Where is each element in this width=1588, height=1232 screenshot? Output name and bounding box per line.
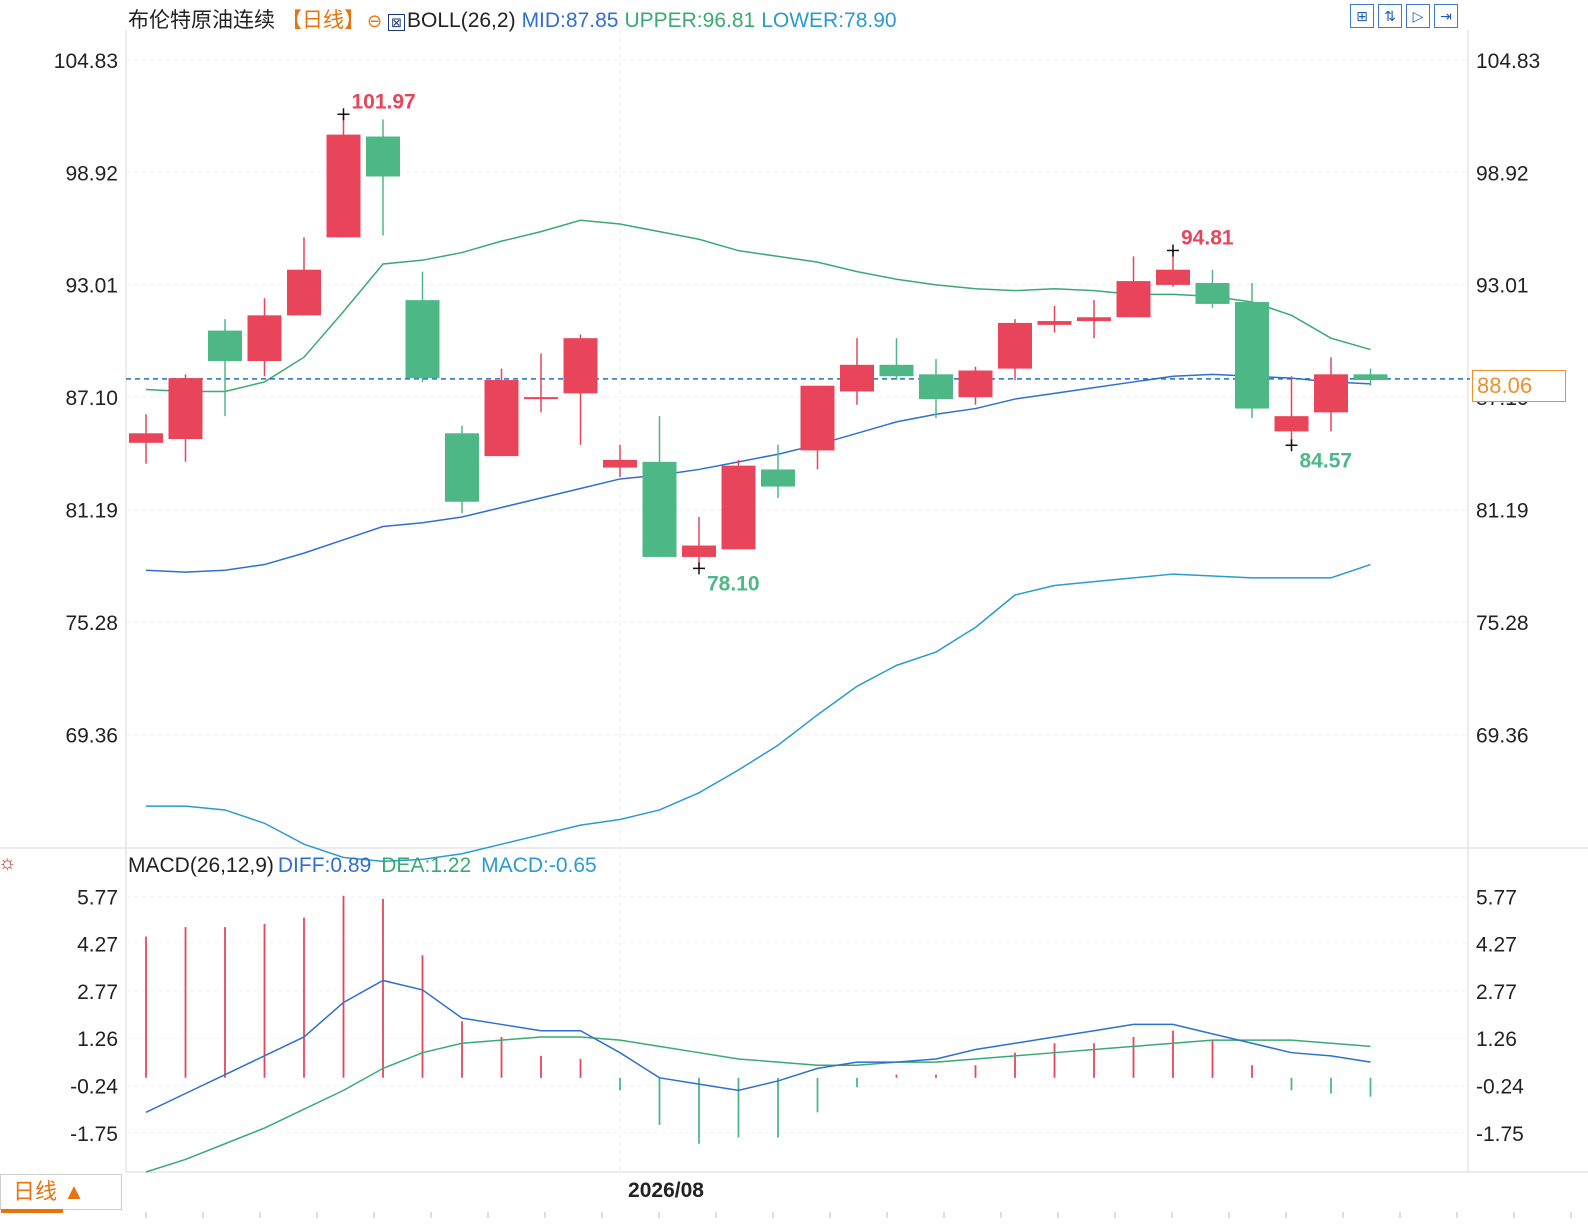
macd-tick-left: 2.77: [77, 981, 118, 1004]
macd-tick-left: 1.26: [77, 1028, 118, 1051]
macd-tick-right: 5.77: [1476, 887, 1517, 910]
chart-header: 布伦特原油连续 【日线】 ⊖ ⊠ BOLL(26,2) MID:87.85 UPPER:96…: [128, 4, 903, 34]
macd-tick-right: 2.77: [1476, 981, 1517, 1004]
period-tab-daily[interactable]: 日线 ▲: [0, 1174, 122, 1213]
boll-mid-line: [145, 373, 1371, 573]
macd-label: MACD(26,12,9): [128, 854, 274, 877]
candle-body: [129, 433, 163, 443]
macd-dea: DEA:1.22: [381, 854, 472, 877]
macd-tick-left: 5.77: [77, 887, 118, 910]
extreme-label: 78.10: [707, 572, 760, 595]
candle-body: [1037, 321, 1072, 325]
candle-body: [1314, 374, 1348, 413]
candle-body: [879, 364, 914, 377]
macd-tick-right: 4.27: [1476, 934, 1517, 957]
macd-tick-right: -0.24: [1476, 1075, 1524, 1098]
candle-body: [919, 374, 953, 400]
period-tab-underline: [1, 1209, 63, 1213]
candle-body: [405, 300, 440, 379]
candle-body: [1195, 283, 1230, 304]
macd-value: MACD:-0.65: [481, 854, 597, 877]
price-tick-right: 93.01: [1476, 275, 1529, 298]
candle-body: [958, 370, 993, 398]
macd-header: MACD(26,12,9) DIFF:0.89 DEA:1.22 MACD:-0.65: [128, 854, 607, 878]
candle-body: [800, 385, 835, 451]
step-forward-icon[interactable]: ▷: [1406, 4, 1430, 28]
period-label[interactable]: 【日线】: [281, 9, 365, 32]
candle-body: [761, 469, 795, 487]
candle-body: [721, 465, 756, 550]
macd-tick-left: -0.24: [70, 1075, 118, 1098]
candle-body: [1235, 302, 1269, 409]
macd-settings-icon[interactable]: ☼: [0, 852, 17, 874]
candle-body: [1156, 269, 1190, 285]
candle-body: [1353, 374, 1388, 381]
candle-body: [563, 338, 598, 394]
price-tick-left: 98.92: [65, 162, 118, 185]
current-price-tag: 88.06: [1472, 370, 1566, 402]
macd-diff: DIFF:0.89: [277, 854, 372, 877]
period-tab-label: 日线 ▲: [13, 1179, 85, 1204]
macd-tick-left: 4.27: [77, 934, 118, 957]
settings-icon[interactable]: ⊖: [367, 11, 383, 31]
candle-body: [366, 136, 400, 177]
price-tick-left: 87.10: [65, 387, 118, 410]
candle-body: [524, 397, 558, 400]
price-tick-left: 93.01: [65, 275, 118, 298]
extreme-label: 94.81: [1181, 226, 1234, 249]
candle-body: [445, 433, 479, 502]
price-tick-left: 75.28: [65, 612, 118, 635]
candle-body: [1116, 281, 1151, 318]
candle-body: [1274, 416, 1309, 432]
candle-body: [998, 322, 1032, 369]
price-tick-left: 69.36: [65, 725, 118, 748]
boll-label: BOLL(26,2): [407, 9, 516, 32]
chart-toolbar: ⊞ ⇅ ▷ ⇥: [1350, 4, 1458, 28]
price-tick-left: 81.19: [65, 500, 118, 523]
price-tick-right: 81.19: [1476, 500, 1529, 523]
dea-line: [145, 1036, 1371, 1173]
candle-body: [840, 364, 874, 392]
price-tick-right: 104.83: [1476, 50, 1540, 73]
price-tick-right: 98.92: [1476, 162, 1529, 185]
candle-body: [682, 545, 716, 557]
boll-lower-line: [146, 563, 1371, 863]
indicator-icon[interactable]: ⊠: [388, 14, 405, 31]
jump-end-icon[interactable]: ⇥: [1434, 4, 1458, 28]
candle-body: [208, 330, 242, 362]
candle-body: [168, 378, 203, 439]
candle-body: [287, 269, 321, 316]
candle-body: [326, 134, 361, 238]
zoom-in-icon[interactable]: ⇅: [1378, 4, 1402, 28]
extreme-label: 101.97: [352, 90, 416, 113]
price-tick-right: 69.36: [1476, 725, 1529, 748]
price-tick-right: 75.28: [1476, 612, 1529, 635]
candle-body: [484, 380, 519, 457]
macd-tick-right: 1.26: [1476, 1028, 1517, 1051]
x-tick-label: 2026/08: [628, 1179, 704, 1202]
macd-tick-right: -1.75: [1476, 1123, 1524, 1146]
boll-mid: MID:87.85: [521, 9, 619, 32]
candle-body: [642, 461, 677, 557]
price-tick-left: 104.83: [54, 50, 118, 73]
extreme-label: 84.57: [1300, 449, 1353, 472]
macd-tick-left: -1.75: [70, 1123, 118, 1146]
boll-upper-line: [145, 219, 1371, 393]
candle-body: [247, 315, 282, 362]
instrument-title: 布伦特原油连续: [128, 9, 275, 32]
diff-line: [145, 979, 1371, 1114]
candle-body: [603, 459, 637, 468]
candle-body: [1077, 317, 1111, 322]
boll-lower: LOWER:78.90: [761, 9, 897, 32]
boll-upper: UPPER:96.81: [624, 9, 756, 32]
expand-icon[interactable]: ⊞: [1350, 4, 1374, 28]
